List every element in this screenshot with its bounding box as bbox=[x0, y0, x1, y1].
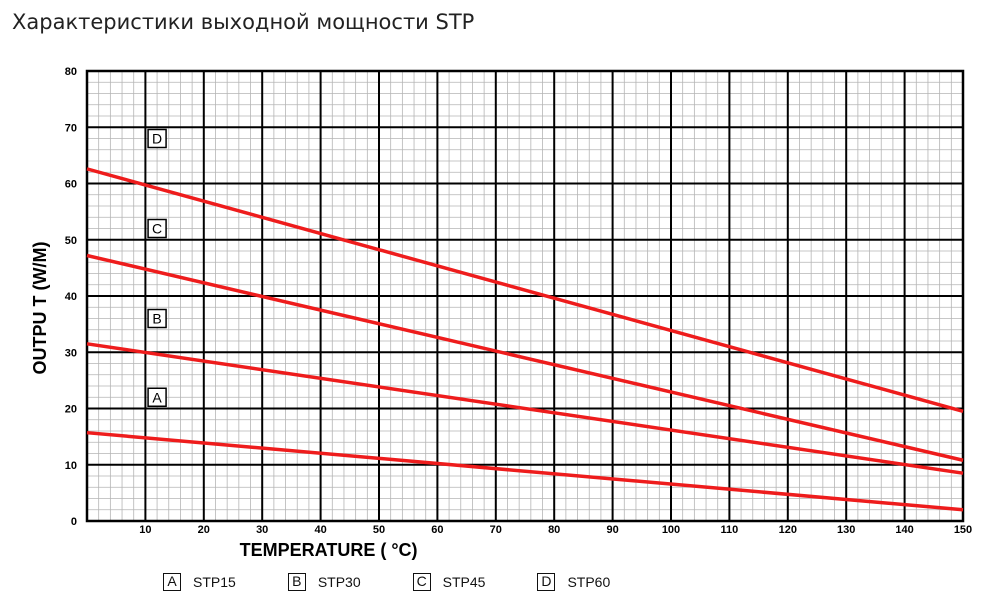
series-line-b bbox=[86, 342, 964, 475]
legend-key: C bbox=[412, 573, 431, 591]
y-tick-label: 80 bbox=[65, 66, 77, 78]
legend-item-b: B STP30 bbox=[287, 573, 361, 591]
legend-series-name: STP45 bbox=[442, 574, 486, 590]
plot-border bbox=[85, 69, 965, 523]
series-label-text: A bbox=[152, 389, 162, 405]
y-tick-label: 30 bbox=[65, 347, 77, 359]
legend-key: D bbox=[537, 573, 556, 591]
x-tick-label: 40 bbox=[314, 524, 326, 536]
x-tick-label: 60 bbox=[431, 524, 443, 536]
legend-item-a: A STP15 bbox=[163, 573, 236, 591]
tick-labels: 0 10 20 30 40 50 60 70 80 10 20 30 40 50 60 70 80 90 100 11… bbox=[65, 66, 972, 536]
series-label-box bbox=[147, 387, 167, 407]
x-tick-label: 150 bbox=[954, 524, 972, 536]
series-label-b: B bbox=[147, 308, 167, 329]
x-tick-label: 70 bbox=[490, 524, 502, 536]
y-tick-label: 10 bbox=[65, 460, 77, 472]
x-tick-label: 90 bbox=[606, 524, 618, 536]
series-label-box bbox=[147, 308, 167, 329]
legend-series-name: STP30 bbox=[317, 574, 361, 590]
legend-key: B bbox=[287, 573, 306, 591]
y-axis-label: OUTPU T (W/M) bbox=[30, 242, 50, 375]
x-tick-label: 140 bbox=[895, 524, 913, 536]
series-label-c: C bbox=[147, 218, 167, 239]
legend-item-c: C STP45 bbox=[412, 573, 486, 591]
page-title: Характеристики выходной мощности STP bbox=[12, 10, 475, 34]
series-label-text: D bbox=[152, 131, 162, 147]
y-tick-label: 60 bbox=[65, 179, 77, 191]
x-tick-label: 20 bbox=[198, 524, 210, 536]
y-tick-label: 50 bbox=[65, 235, 77, 247]
major-grid bbox=[85, 69, 965, 523]
series-label-a: A bbox=[147, 387, 167, 407]
x-tick-label: 130 bbox=[837, 524, 855, 536]
x-tick-label: 10 bbox=[139, 524, 151, 536]
x-tick-label: 100 bbox=[662, 524, 680, 536]
legend-item-d: D STP60 bbox=[537, 573, 610, 591]
legend-series-name: STP60 bbox=[567, 574, 611, 590]
series-label-text: B bbox=[152, 311, 161, 327]
x-tick-label: 120 bbox=[779, 524, 797, 536]
series-label-d: D bbox=[147, 128, 167, 149]
series-labels: A B C D bbox=[147, 128, 167, 407]
y-tick-label: 70 bbox=[65, 122, 77, 134]
x-tick-label: 30 bbox=[256, 524, 268, 536]
legend: A STP15 B STP30 C STP45 D STP60 bbox=[163, 573, 662, 591]
y-tick-label: 20 bbox=[65, 404, 77, 416]
series-label-text: C bbox=[152, 221, 162, 237]
legend-key: A bbox=[163, 573, 181, 591]
y-tick-label: 0 bbox=[71, 516, 77, 528]
x-tick-label: 110 bbox=[721, 524, 739, 536]
series-line-a bbox=[86, 430, 964, 512]
x-tick-label: 80 bbox=[548, 524, 560, 536]
x-axis-label: TEMPERATURE ( °C) bbox=[240, 540, 418, 560]
series-lines bbox=[86, 167, 964, 512]
output-power-chart: A B C D 0 10 20 30 40 50 60 70 80 10 20 30 40 50 60 70 80 90… bbox=[30, 66, 972, 560]
legend-series-name: STP15 bbox=[193, 574, 236, 590]
series-line-d bbox=[86, 167, 964, 413]
y-tick-label: 40 bbox=[65, 291, 77, 303]
series-line-c bbox=[86, 253, 964, 462]
x-tick-label: 50 bbox=[373, 524, 385, 536]
series-label-box bbox=[147, 218, 167, 239]
series-label-box bbox=[147, 128, 167, 149]
